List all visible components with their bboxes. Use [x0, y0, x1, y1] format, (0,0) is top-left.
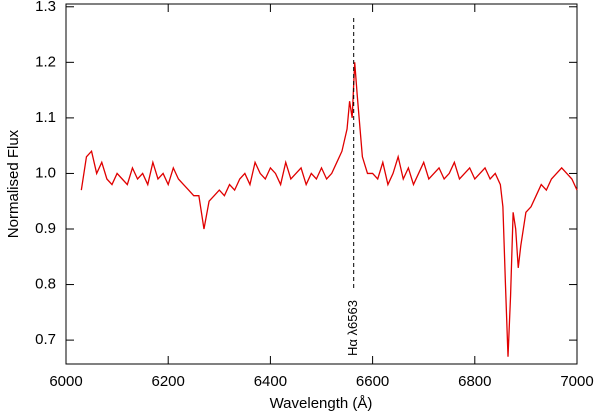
x-tick-label: 6200 — [152, 373, 185, 390]
x-tick-label: 7000 — [560, 373, 593, 390]
y-tick-label: 1.2 — [35, 53, 56, 70]
y-axis-title: Normalised Flux — [5, 129, 22, 238]
y-tick-label: 0.8 — [35, 276, 56, 293]
x-tick-label: 6400 — [254, 373, 287, 390]
y-tick-label: 0.7 — [35, 331, 56, 348]
y-tick-label: 1.0 — [35, 164, 56, 181]
annotation-label: Hα λ6563 — [345, 300, 360, 356]
y-tick-label: 1.1 — [35, 109, 56, 126]
y-tick-label: 0.9 — [35, 220, 56, 237]
x-tick-label: 6800 — [458, 373, 491, 390]
y-tick-label: 1.3 — [35, 0, 56, 15]
x-tick-label: 6000 — [49, 373, 82, 390]
spectrum-line — [80, 62, 578, 357]
plot-frame — [65, 3, 578, 365]
x-tick-label: 6600 — [356, 373, 389, 390]
x-axis-title: Wavelength (Å) — [270, 395, 373, 412]
